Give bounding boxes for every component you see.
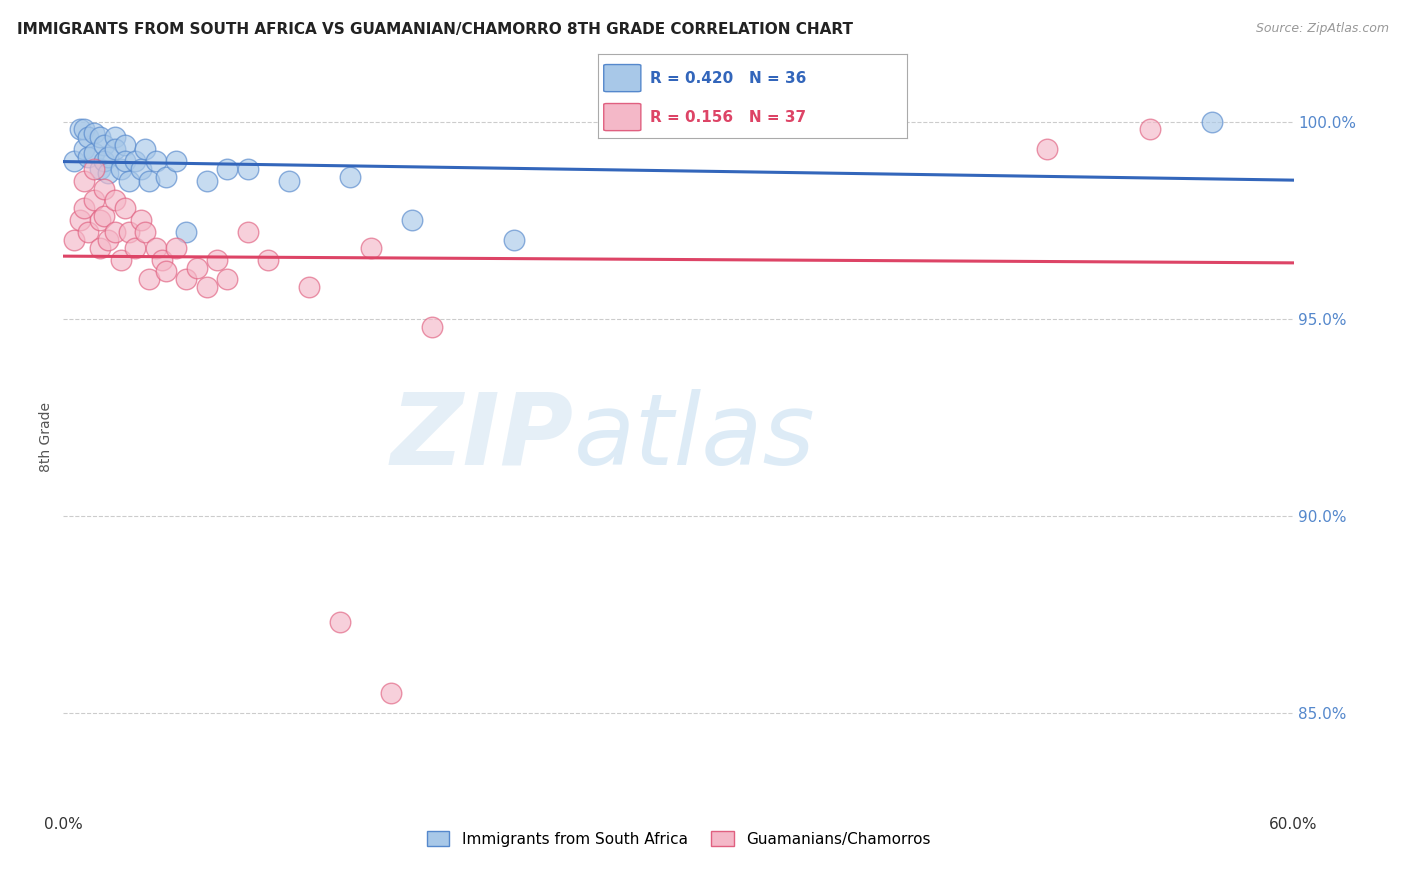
Text: IMMIGRANTS FROM SOUTH AFRICA VS GUAMANIAN/CHAMORRO 8TH GRADE CORRELATION CHART: IMMIGRANTS FROM SOUTH AFRICA VS GUAMANIA… xyxy=(17,22,853,37)
Point xyxy=(298,280,321,294)
Point xyxy=(93,209,115,223)
Point xyxy=(138,272,160,286)
Point xyxy=(503,233,526,247)
Point xyxy=(69,213,91,227)
Point xyxy=(329,615,352,630)
Point xyxy=(124,241,146,255)
Point xyxy=(205,252,228,267)
Point xyxy=(118,174,141,188)
Point xyxy=(124,154,146,169)
Point xyxy=(76,225,98,239)
Point xyxy=(257,252,280,267)
Point xyxy=(62,154,84,169)
Point xyxy=(103,225,125,239)
Point xyxy=(195,280,218,294)
Text: R = 0.156   N = 37: R = 0.156 N = 37 xyxy=(650,110,806,125)
Point xyxy=(83,146,105,161)
Point xyxy=(93,138,115,153)
Point xyxy=(83,194,105,208)
Point xyxy=(380,686,402,700)
Point xyxy=(174,225,197,239)
Y-axis label: 8th Grade: 8th Grade xyxy=(39,402,53,472)
Text: Source: ZipAtlas.com: Source: ZipAtlas.com xyxy=(1256,22,1389,36)
Point xyxy=(145,154,167,169)
Point xyxy=(73,174,96,188)
Point xyxy=(165,154,187,169)
Point xyxy=(150,252,173,267)
Point xyxy=(62,233,84,247)
Legend: Immigrants from South Africa, Guamanians/Chamorros: Immigrants from South Africa, Guamanians… xyxy=(420,824,936,853)
Point xyxy=(103,142,125,156)
Point xyxy=(277,174,299,188)
Point xyxy=(134,142,156,156)
Point xyxy=(83,127,105,141)
Point xyxy=(165,241,187,255)
Point xyxy=(114,202,136,216)
Point xyxy=(89,161,111,176)
Point xyxy=(93,181,115,195)
Point xyxy=(1201,114,1223,128)
Point xyxy=(97,233,120,247)
Point xyxy=(83,161,105,176)
Point xyxy=(174,272,197,286)
Point xyxy=(236,225,259,239)
FancyBboxPatch shape xyxy=(603,103,641,130)
Point xyxy=(186,260,208,275)
Point xyxy=(89,213,111,227)
Point xyxy=(145,241,167,255)
Point xyxy=(360,241,382,255)
Point xyxy=(114,138,136,153)
Text: atlas: atlas xyxy=(574,389,815,485)
Point xyxy=(69,122,91,136)
Point xyxy=(195,174,218,188)
Point xyxy=(76,130,98,145)
Point xyxy=(73,202,96,216)
Text: R = 0.420   N = 36: R = 0.420 N = 36 xyxy=(650,70,807,86)
Point xyxy=(73,142,96,156)
Point xyxy=(103,130,125,145)
Point xyxy=(401,213,423,227)
Point xyxy=(1139,122,1161,136)
Point xyxy=(129,213,152,227)
Point xyxy=(76,150,98,164)
Point xyxy=(97,166,120,180)
Point xyxy=(110,252,132,267)
Point xyxy=(73,122,96,136)
Point xyxy=(155,169,177,184)
Point xyxy=(103,194,125,208)
Point xyxy=(217,272,239,286)
Text: ZIP: ZIP xyxy=(391,389,574,485)
FancyBboxPatch shape xyxy=(603,64,641,92)
Point xyxy=(129,161,152,176)
Point xyxy=(97,150,120,164)
Point xyxy=(89,130,111,145)
Point xyxy=(217,161,239,176)
Point xyxy=(118,225,141,239)
Point xyxy=(155,264,177,278)
Point xyxy=(236,161,259,176)
Point xyxy=(138,174,160,188)
Point xyxy=(89,241,111,255)
Point xyxy=(339,169,361,184)
Point xyxy=(114,154,136,169)
Point xyxy=(134,225,156,239)
Point xyxy=(422,319,444,334)
Point xyxy=(110,161,132,176)
Point xyxy=(1036,142,1059,156)
Point xyxy=(93,154,115,169)
